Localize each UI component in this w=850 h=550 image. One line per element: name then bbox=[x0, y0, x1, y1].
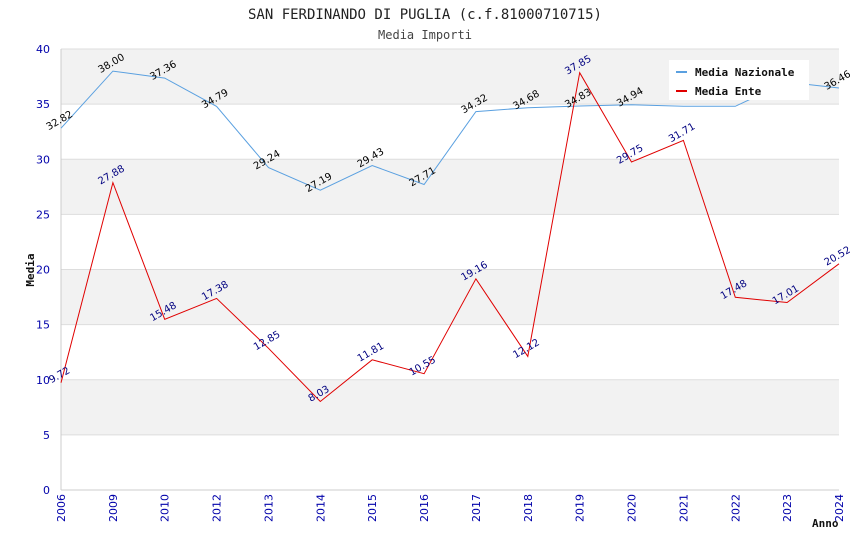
x-tick-label: 2023 bbox=[781, 494, 794, 522]
grid-band bbox=[61, 159, 839, 215]
chart-title: SAN FERDINANDO DI PUGLIA (c.f.8100071071… bbox=[248, 7, 602, 23]
series-lines bbox=[60, 70, 840, 403]
axes bbox=[60, 49, 839, 491]
x-tick-label: 2019 bbox=[574, 494, 587, 522]
y-tick-label: 25 bbox=[36, 208, 50, 221]
legend: Media Nazionale Media Ente bbox=[669, 60, 809, 100]
y-tick-label: 20 bbox=[36, 264, 50, 277]
grid-band bbox=[61, 379, 839, 435]
x-tick-label: 2022 bbox=[729, 494, 742, 522]
y-axis-label: Media bbox=[24, 253, 37, 286]
x-tick-label: 2024 bbox=[833, 494, 846, 522]
y-tick-label: 35 bbox=[36, 98, 50, 111]
grid-band bbox=[61, 324, 839, 380]
legend-box bbox=[669, 60, 809, 100]
x-tick-label: 2013 bbox=[262, 494, 275, 522]
x-tick-label: 2017 bbox=[470, 494, 483, 522]
y-tick-label: 40 bbox=[36, 43, 50, 56]
legend-entry: Media Nazionale bbox=[695, 66, 795, 79]
x-tick-label: 2010 bbox=[159, 494, 172, 522]
x-tick-label: 2006 bbox=[55, 494, 68, 522]
x-tick-label: 2016 bbox=[418, 494, 431, 522]
x-tick-labels: 2006 2009 2010 2012 2013 2014 2015 2016 2017 2018… bbox=[55, 494, 846, 522]
x-axis-label: Anno bbox=[812, 517, 839, 530]
x-tick-label: 2014 bbox=[314, 494, 327, 522]
x-tick-label: 2015 bbox=[366, 494, 379, 522]
grid-band bbox=[61, 269, 839, 325]
x-tick-label: 2009 bbox=[107, 494, 120, 522]
y-tick-label: 30 bbox=[36, 153, 50, 166]
grid-band bbox=[61, 104, 839, 160]
grid-band bbox=[61, 214, 839, 270]
series-line-1 bbox=[60, 71, 840, 403]
legend-entry: Media Ente bbox=[695, 85, 762, 98]
y-tick-label: 15 bbox=[36, 319, 50, 332]
y-tick-label: 10 bbox=[36, 374, 50, 387]
series-line-0 bbox=[60, 70, 840, 191]
x-tick-label: 2021 bbox=[677, 494, 690, 522]
chart-subtitle: Media Importi bbox=[378, 28, 472, 42]
x-tick-label: 2018 bbox=[522, 494, 535, 522]
plot-background bbox=[61, 48, 839, 490]
y-tick-labels: 0 5 10 15 20 25 30 35 40 bbox=[36, 43, 50, 497]
grid-band bbox=[61, 434, 839, 490]
x-tick-label: 2020 bbox=[626, 494, 639, 522]
x-tick-label: 2012 bbox=[211, 494, 224, 522]
y-tick-label: 0 bbox=[43, 484, 50, 497]
y-tick-label: 5 bbox=[43, 429, 50, 442]
